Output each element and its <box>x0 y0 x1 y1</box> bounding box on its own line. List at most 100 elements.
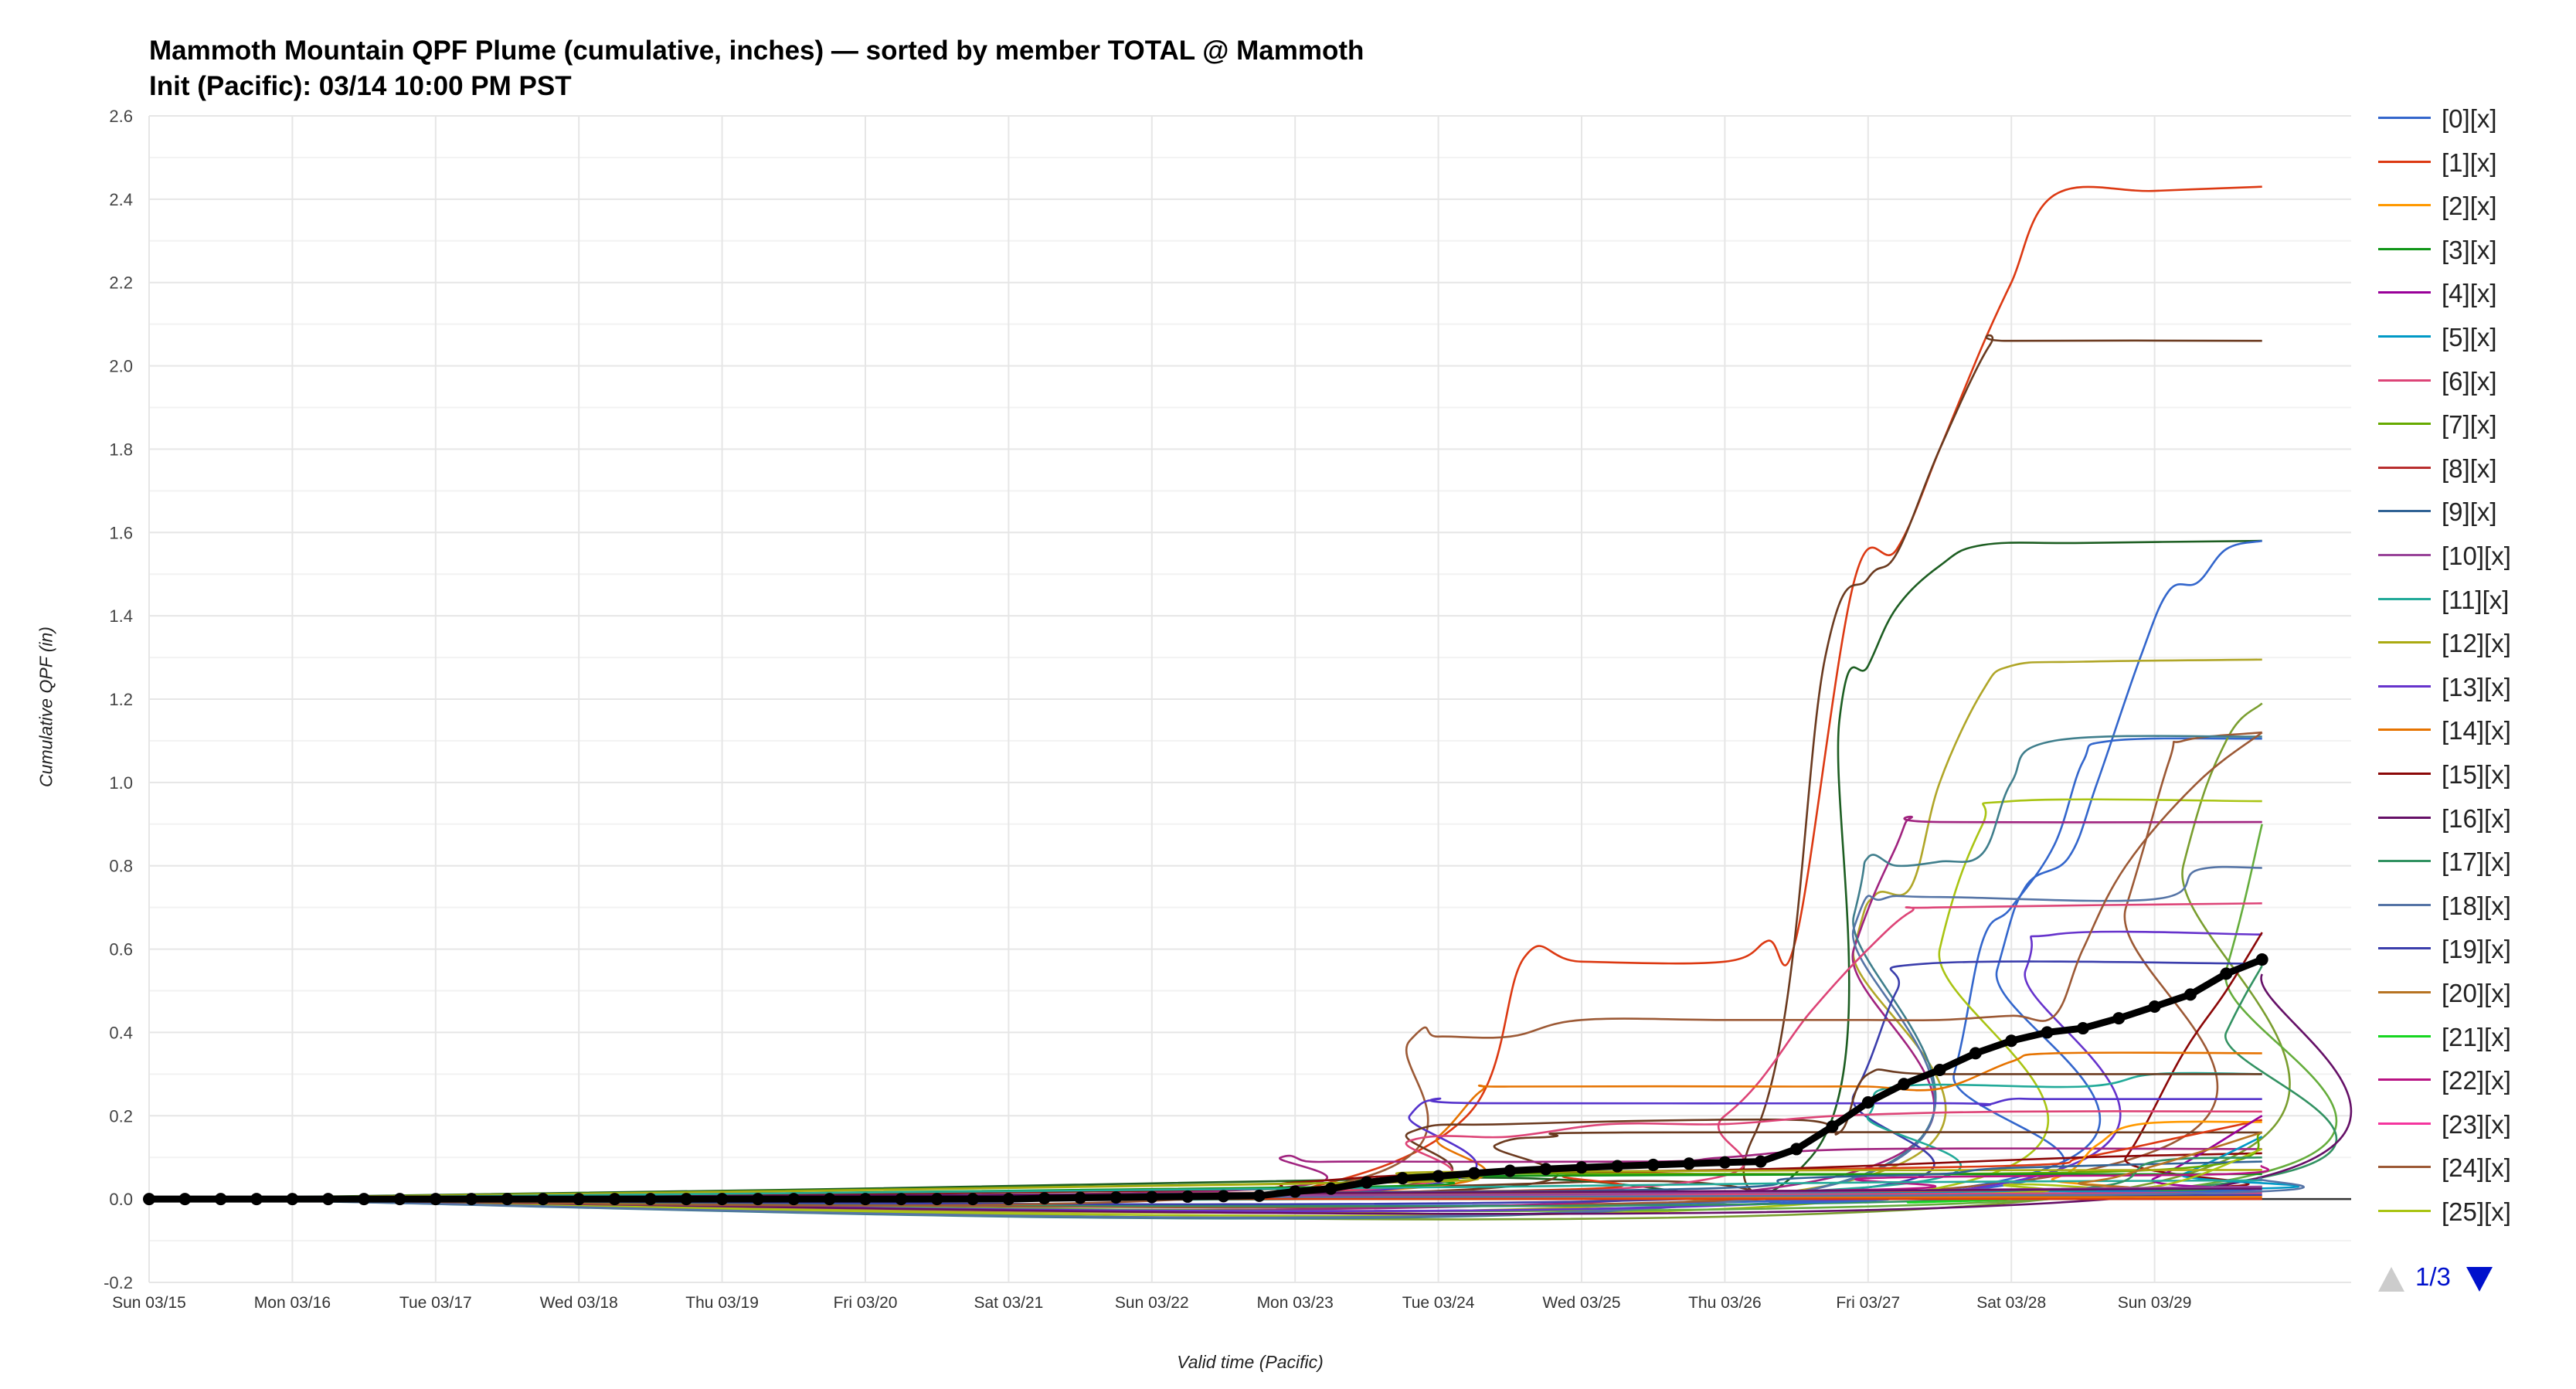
legend-item[interactable]: [14][x] <box>2378 714 2564 745</box>
legend-label: [15][x] <box>2442 760 2511 789</box>
mean-point <box>1181 1190 1195 1203</box>
mean-point <box>859 1193 872 1206</box>
legend-item[interactable]: [25][x] <box>2378 1195 2564 1226</box>
legend-item[interactable]: [24][x] <box>2378 1151 2564 1182</box>
member-line <box>148 1179 2262 1201</box>
mean-point <box>1074 1191 1087 1204</box>
legend-item[interactable]: [23][x] <box>2378 1108 2564 1139</box>
mean-point <box>1575 1161 1588 1174</box>
legend-line-swatch-icon <box>2378 335 2431 338</box>
mean-point <box>1611 1160 1624 1173</box>
legend-item[interactable]: [11][x] <box>2378 583 2564 614</box>
legend-line-swatch-icon <box>2378 684 2431 688</box>
mean-point <box>2112 1012 2126 1025</box>
mean-point <box>1969 1047 1982 1060</box>
x-tick-label: Tue 03/17 <box>399 1294 472 1312</box>
legend-item[interactable]: [19][x] <box>2378 932 2564 963</box>
legend-item[interactable]: [7][x] <box>2378 408 2564 439</box>
legend-line-swatch-icon <box>2378 423 2431 426</box>
legend-item[interactable]: [6][x] <box>2378 365 2564 396</box>
legend-label: [3][x] <box>2442 235 2497 264</box>
legend-item[interactable]: [0][x] <box>2378 102 2564 133</box>
legend-item[interactable]: [13][x] <box>2378 671 2564 701</box>
legend-page-indicator: 1/3 <box>2415 1262 2451 1291</box>
x-tick-label: Thu 03/26 <box>1688 1294 1762 1312</box>
mean-point <box>536 1193 549 1206</box>
mean-point <box>178 1193 192 1206</box>
mean-point <box>573 1193 586 1206</box>
legend-next-page-icon[interactable] <box>2466 1267 2493 1292</box>
legend-item[interactable]: [21][x] <box>2378 1021 2564 1051</box>
x-axis-label: Valid time (Pacific) <box>1177 1352 1324 1372</box>
legend-line-swatch-icon <box>2378 816 2431 819</box>
x-tick-label: Mon 03/16 <box>254 1294 331 1312</box>
legend-item[interactable]: [5][x] <box>2378 321 2564 351</box>
y-tick-label: 0.2 <box>109 1106 133 1126</box>
x-axis-ticks: Sun 03/15 Mon 03/16 Tue 03/17 Wed 03/18 Thu … <box>112 1294 2191 1312</box>
legend-line-swatch-icon <box>2378 1034 2431 1038</box>
legend-item[interactable]: [20][x] <box>2378 976 2564 1007</box>
member-line <box>148 824 2338 1213</box>
legend-item[interactable]: [10][x] <box>2378 539 2564 570</box>
mean-point <box>608 1193 621 1206</box>
legend-item[interactable]: [22][x] <box>2378 1064 2564 1095</box>
y-tick-label: 0.8 <box>109 857 133 876</box>
member-line <box>148 731 2262 1209</box>
mean-point <box>143 1193 155 1206</box>
legend-label: [7][x] <box>2442 410 2497 440</box>
legend-item[interactable]: [1][x] <box>2378 146 2564 177</box>
mean-point <box>1861 1096 1874 1109</box>
member-line <box>148 732 2263 1207</box>
mean-point <box>2255 953 2268 966</box>
member-line <box>148 1068 2262 1201</box>
legend-line-swatch-icon <box>2378 204 2431 207</box>
legend-item[interactable]: [3][x] <box>2378 233 2564 264</box>
legend-prev-page-icon[interactable] <box>2378 1267 2404 1292</box>
legend-line-swatch-icon <box>2378 597 2431 600</box>
mean-point <box>1754 1155 1767 1168</box>
legend-line-swatch-icon <box>2378 728 2431 732</box>
legend-line-swatch-icon <box>2378 379 2431 382</box>
mean-point <box>321 1193 335 1206</box>
legend-item[interactable]: [12][x] <box>2378 627 2564 657</box>
member-line <box>148 865 2262 1219</box>
mean-point <box>1145 1190 1158 1204</box>
legend-label: [0][x] <box>2442 104 2497 133</box>
legend-line-swatch-icon <box>2378 773 2431 775</box>
mean-point <box>2076 1022 2089 1035</box>
legend-line-swatch-icon <box>2378 991 2431 993</box>
y-tick-label: 1.4 <box>109 606 133 626</box>
gridlines <box>148 115 2351 1283</box>
legend-line-swatch-icon <box>2378 1210 2431 1212</box>
legend-label: [24][x] <box>2442 1153 2511 1183</box>
member-line <box>148 185 2262 1201</box>
legend-item[interactable]: [4][x] <box>2378 277 2564 307</box>
legend-item[interactable]: [18][x] <box>2378 889 2564 920</box>
legend-item[interactable]: [16][x] <box>2378 802 2564 833</box>
x-tick-label: Mon 03/23 <box>1257 1294 1334 1312</box>
legend-label: [23][x] <box>2442 1109 2511 1139</box>
legend-line-swatch-icon <box>2378 291 2431 294</box>
legend-item[interactable]: [15][x] <box>2378 758 2564 789</box>
y-tick-label: 1.0 <box>109 773 133 793</box>
legend-label: [4][x] <box>2442 279 2497 308</box>
mean-point <box>2041 1026 2054 1039</box>
y-tick-label: 0.6 <box>109 940 133 959</box>
legend-label: [18][x] <box>2442 891 2511 920</box>
mean-series <box>143 953 2268 1206</box>
legend-pager: 1/3 <box>2378 1261 2533 1292</box>
mean-point <box>787 1193 800 1206</box>
legend-label: [9][x] <box>2442 498 2497 527</box>
legend-item[interactable]: [2][x] <box>2378 189 2564 220</box>
legend-line-swatch-icon <box>2378 641 2431 644</box>
chart-title: Mammoth Mountain QPF Plume (cumulative, … <box>149 36 1364 66</box>
mean-point <box>930 1193 943 1206</box>
y-tick-label: 1.6 <box>109 523 133 542</box>
legend-item[interactable]: [8][x] <box>2378 452 2564 483</box>
y-tick-label: 0.0 <box>109 1190 133 1209</box>
legend-item[interactable]: [17][x] <box>2378 845 2564 876</box>
legend-line-swatch-icon <box>2378 1078 2431 1082</box>
member-line <box>148 815 2262 1211</box>
member-line <box>148 539 2262 1201</box>
legend-item[interactable]: [9][x] <box>2378 495 2564 526</box>
